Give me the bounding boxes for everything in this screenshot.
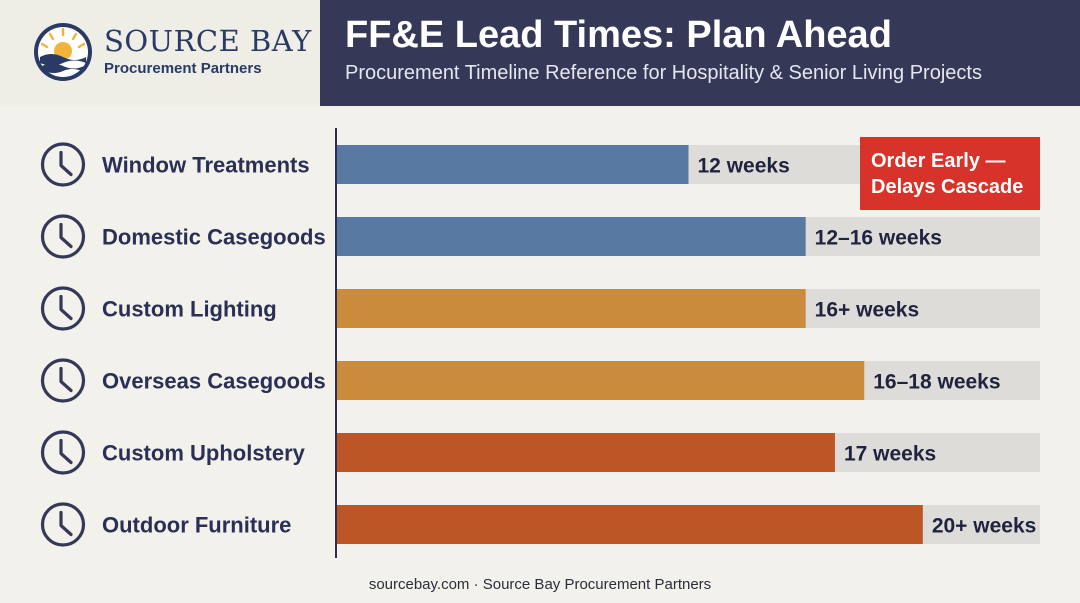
category-label: Custom Upholstery	[102, 441, 306, 466]
header-banner: SOURCE BAY Procurement Partners FF&E Lea…	[0, 0, 1080, 106]
clock-icon	[40, 430, 86, 475]
logo-panel: SOURCE BAY Procurement Partners	[0, 0, 320, 106]
category-label: Custom Lighting	[102, 297, 277, 322]
chart-axis-line	[335, 128, 337, 558]
bar-value-label: 20+ weeks	[932, 515, 1037, 538]
clock-icon	[40, 358, 86, 403]
footer-credit: sourcebay.com · Source Bay Procurement P…	[368, 576, 712, 593]
clock-icon	[40, 502, 86, 547]
title-panel: FF&E Lead Times: Plan Ahead Procurement …	[320, 0, 1080, 106]
clock-icon	[40, 214, 86, 259]
brand-name: SOURCE BAY	[104, 24, 312, 58]
callout-line-1: Order Early —	[871, 150, 1006, 172]
bar-custom-lighting	[337, 289, 806, 328]
bar-custom-upholstery	[337, 433, 835, 472]
page-subtitle: Procurement Timeline Reference for Hospi…	[345, 62, 982, 84]
category-label: Domestic Casegoods	[102, 225, 326, 250]
bar-overseas-casegoods	[337, 361, 865, 400]
bar-value-label: 12–16 weeks	[815, 227, 942, 250]
category-label: Overseas Casegoods	[102, 369, 326, 394]
bar-window-treatments	[337, 145, 689, 184]
callout-line-2: Delays Cascade	[871, 176, 1024, 198]
bar-value-label: 16–18 weeks	[873, 371, 1000, 394]
brand-tagline: Procurement Partners	[104, 60, 262, 77]
category-label: Window Treatments	[102, 153, 310, 178]
bar-outdoor-furniture	[337, 505, 923, 544]
bar-value-label: 12 weeks	[698, 155, 790, 178]
category-label: Outdoor Furniture	[102, 513, 291, 538]
page-title: FF&E Lead Times: Plan Ahead	[345, 14, 892, 56]
clock-icon	[40, 286, 86, 331]
bar-value-label: 17 weeks	[844, 443, 936, 466]
bar-value-label: 16+ weeks	[815, 299, 920, 322]
bar-domestic-casegoods	[337, 217, 806, 256]
sun-over-waves-logo	[34, 23, 92, 81]
clock-icon	[40, 142, 86, 187]
order-early-callout: Order Early — Delays Cascade	[860, 137, 1040, 210]
